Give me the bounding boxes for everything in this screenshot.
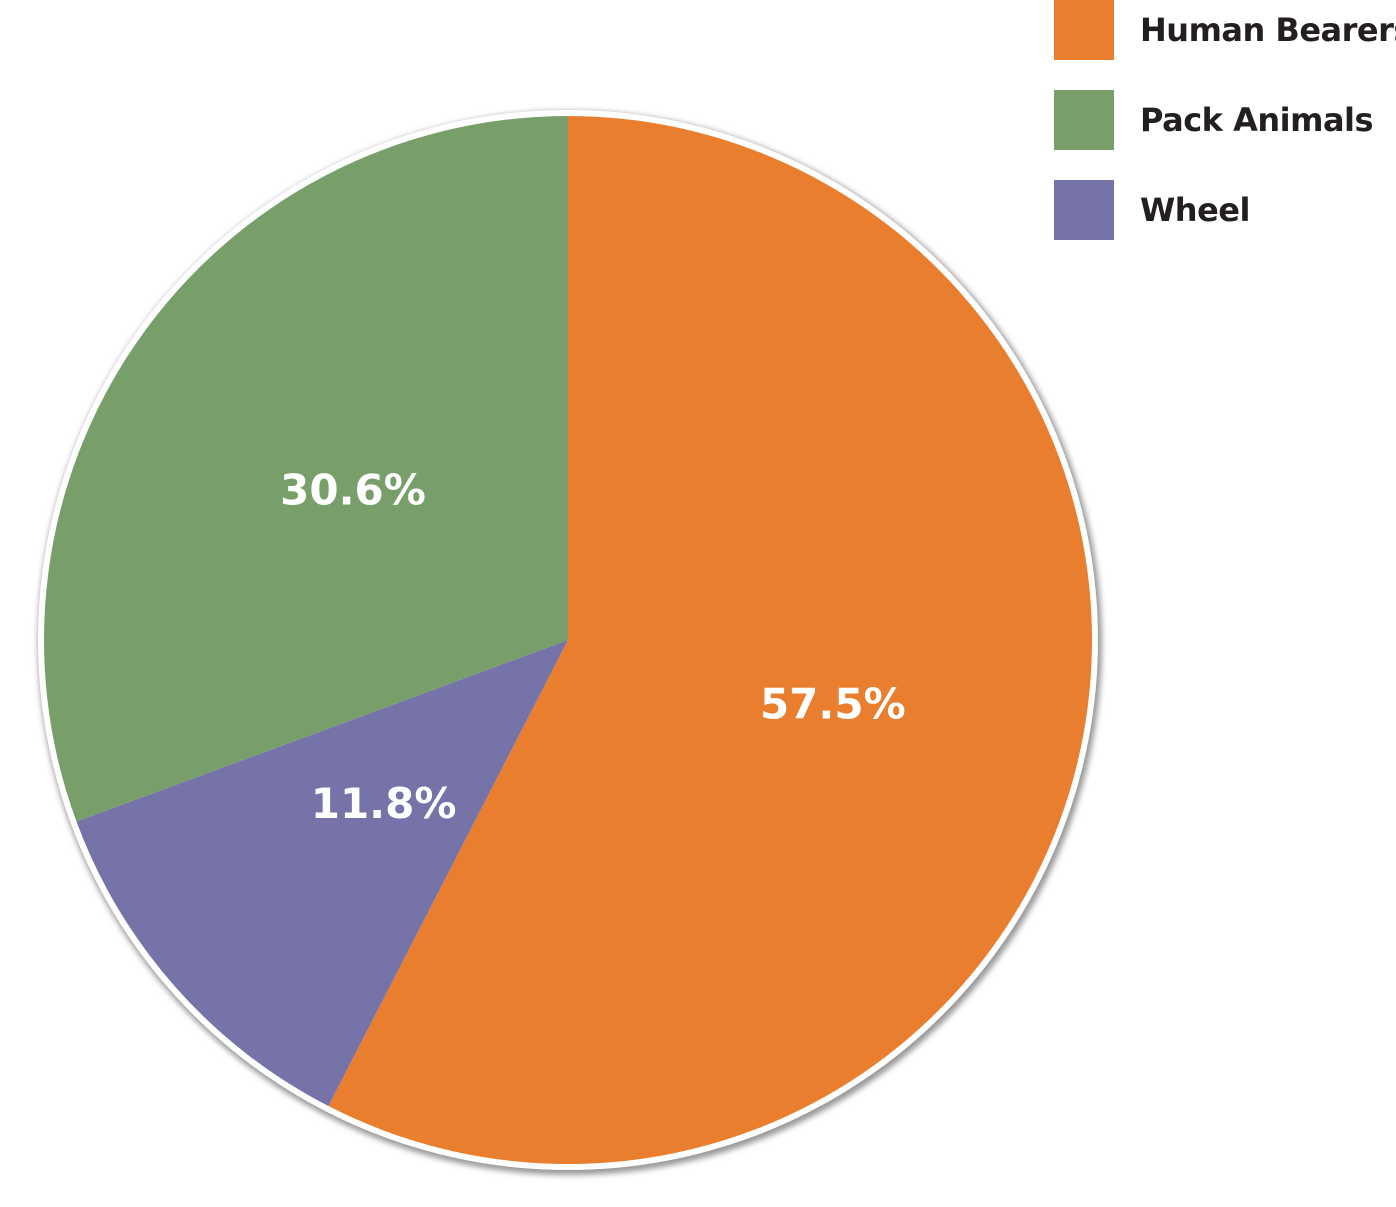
- pie-slice-human-bearers: [328, 116, 1093, 1165]
- legend-item-human-bearers: Human Bearers: [1054, 0, 1396, 60]
- pie-label-human-bearers: 57.5%: [760, 680, 906, 729]
- pie-label-wheel: 11.8%: [311, 779, 457, 828]
- legend-swatch-human-bearers: [1054, 0, 1114, 60]
- legend-label-wheel: Wheel: [1140, 191, 1250, 229]
- legend-swatch-wheel: [1054, 180, 1114, 240]
- legend-label-human-bearers: Human Bearers: [1140, 11, 1396, 49]
- pie-slices: [43, 116, 1093, 1165]
- pie-slice-wheel: [76, 640, 568, 1107]
- pie-slice-pack-animals: [43, 116, 568, 822]
- legend-swatch-pack-animals: [1054, 90, 1114, 150]
- pie-label-pack-animals: 30.6%: [280, 466, 426, 515]
- legend-item-wheel: Wheel: [1054, 180, 1250, 240]
- legend-item-pack-animals: Pack Animals: [1054, 90, 1374, 150]
- pie-labels: 57.5% 11.8% 30.6%: [280, 466, 906, 828]
- legend-label-pack-animals: Pack Animals: [1140, 101, 1374, 139]
